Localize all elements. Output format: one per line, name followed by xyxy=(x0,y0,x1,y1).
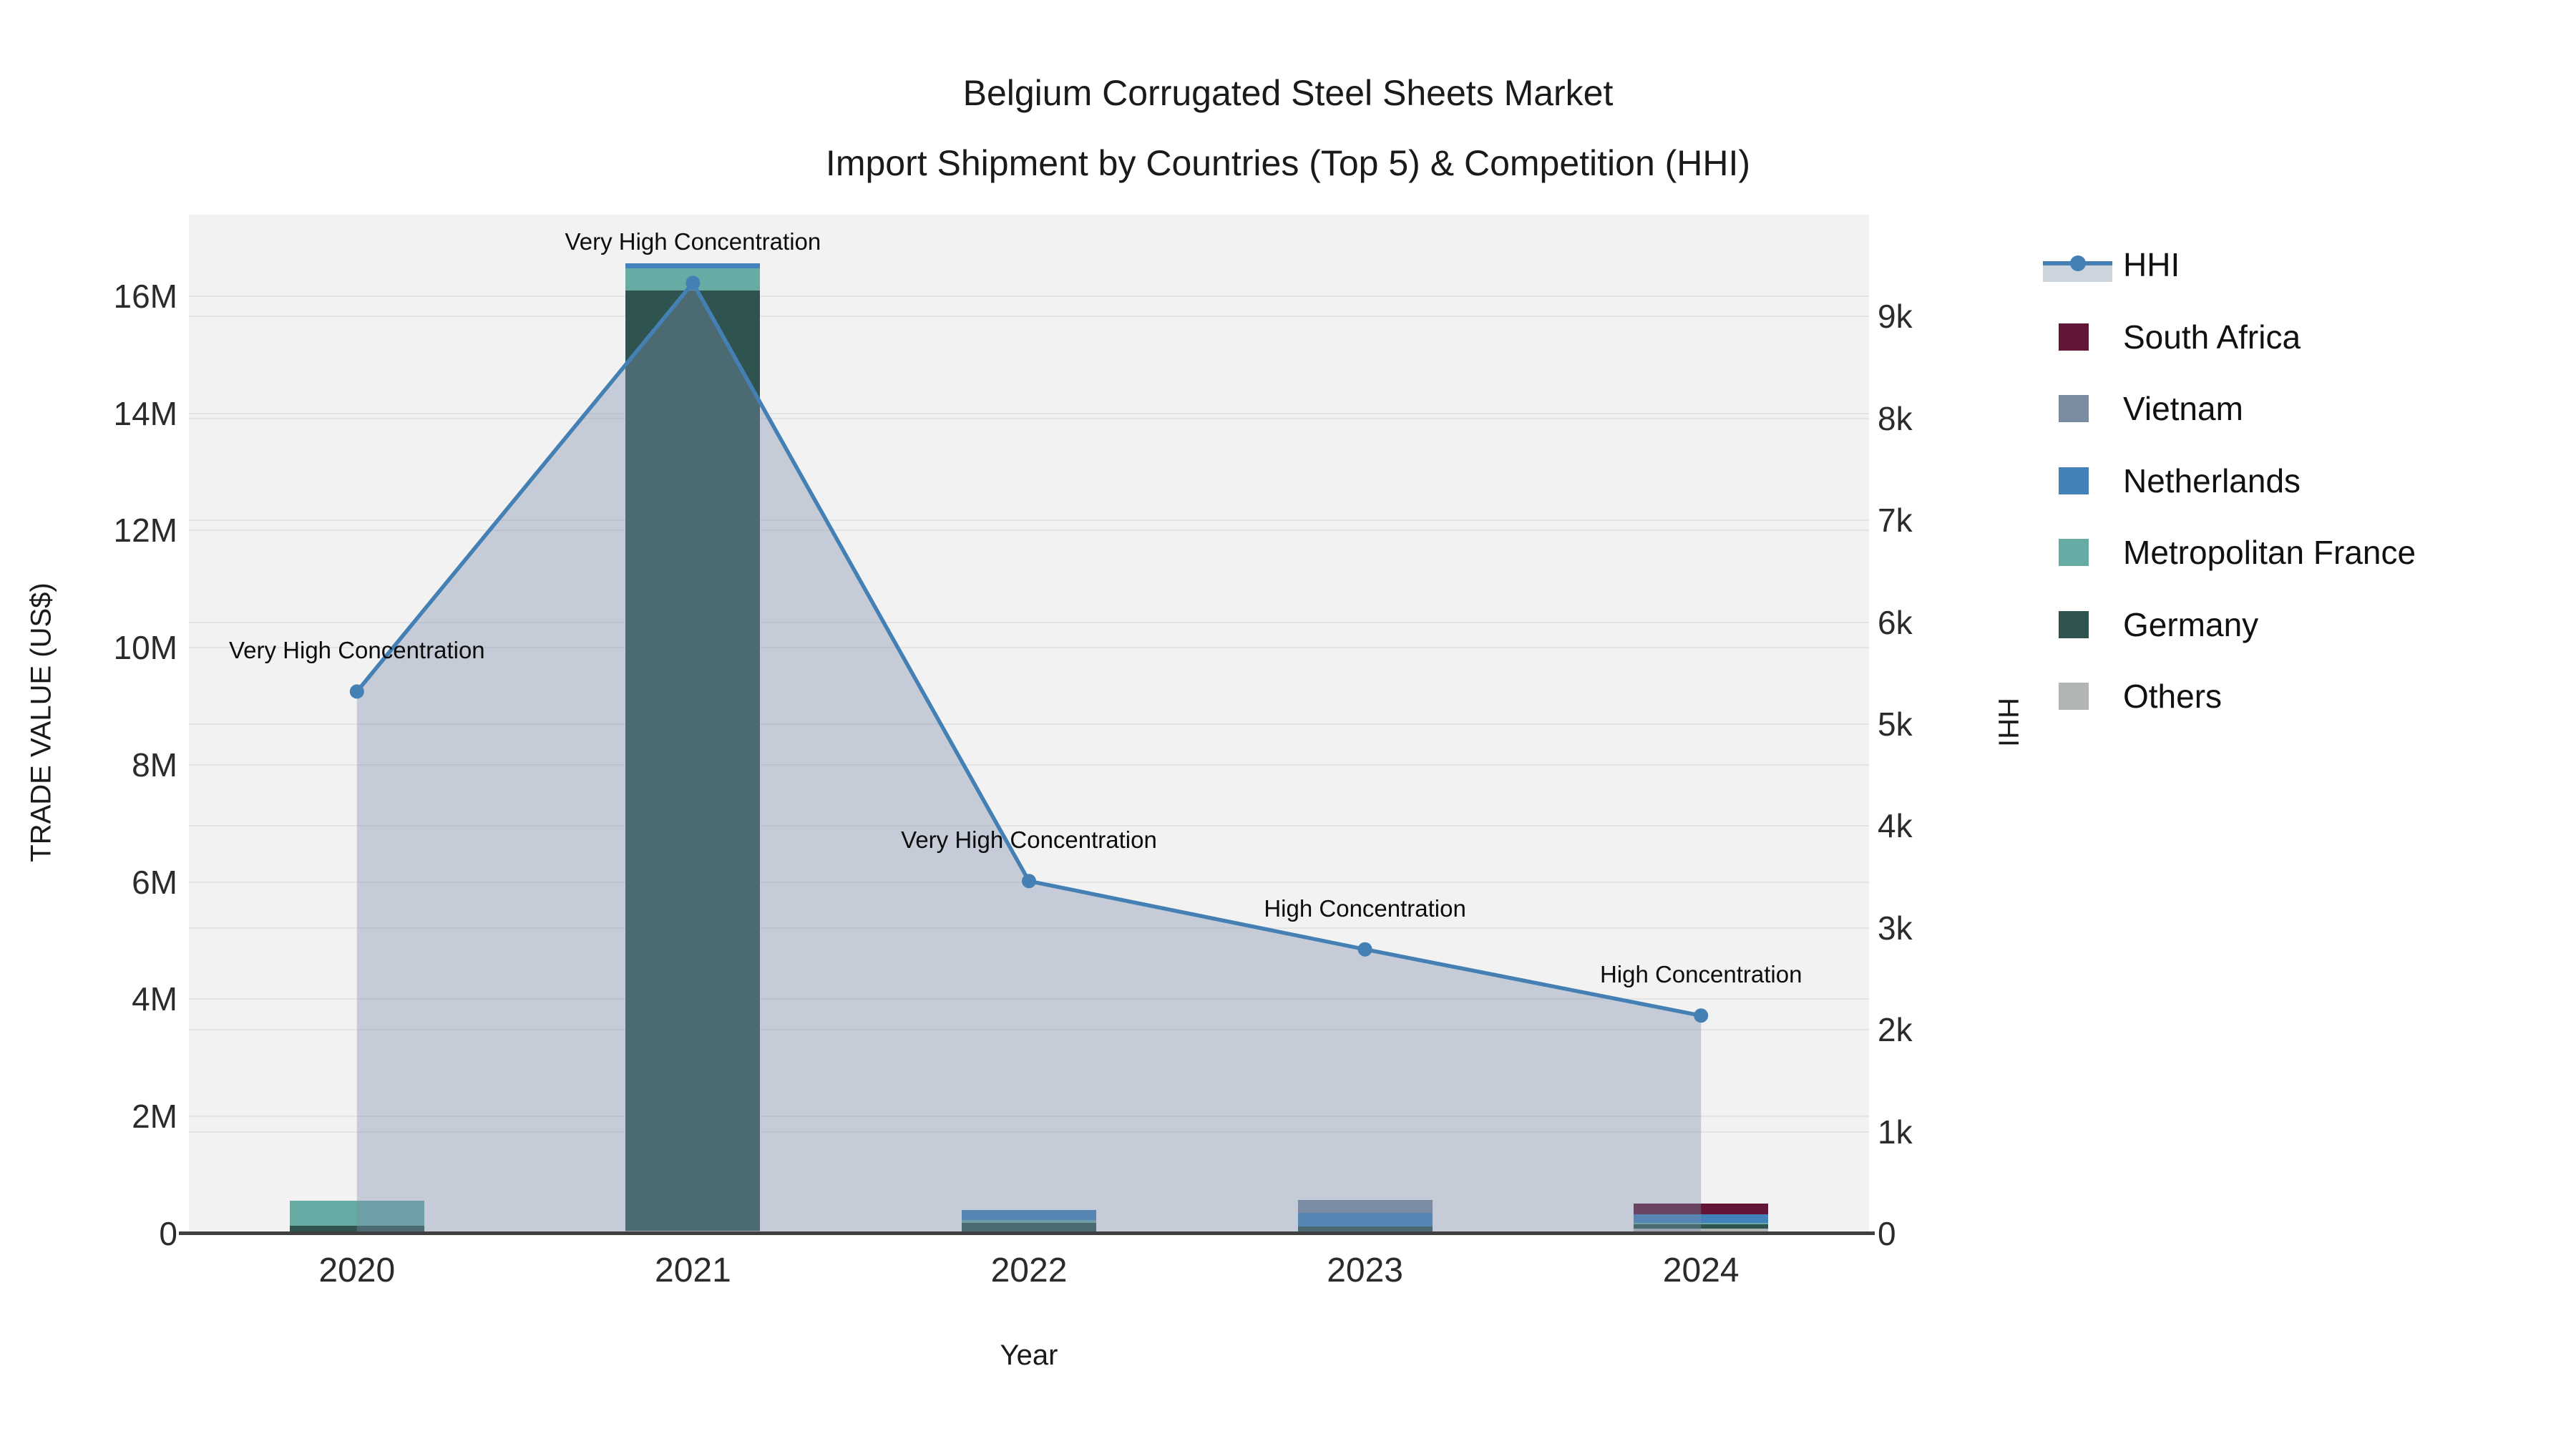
hhi-area-fill xyxy=(356,283,1702,1234)
bar-segment-germany-2021[interactable] xyxy=(625,290,761,1231)
right-axis-title: HHI xyxy=(1992,698,2024,747)
hhi-marker-2020[interactable] xyxy=(349,684,364,699)
legend-swatch-others xyxy=(2059,683,2089,710)
left-tick-label: 6M xyxy=(132,863,177,901)
annotation-2023: High Concentration xyxy=(1264,894,1466,922)
left-tick-label: 14M xyxy=(113,394,177,432)
legend-item-metropolitan-france[interactable]: Metropolitan France xyxy=(2039,517,2416,588)
legend-swatch-germany xyxy=(2059,610,2089,638)
gridline xyxy=(189,621,1869,623)
annotation-2024: High Concentration xyxy=(1599,961,1802,988)
left-tick-label: 10M xyxy=(113,629,177,667)
gridline xyxy=(189,295,1869,297)
x-tick-label-2022: 2022 xyxy=(990,1252,1068,1289)
left-tick-label: 8M xyxy=(132,746,177,784)
legend-item-germany[interactable]: Germany xyxy=(2039,589,2258,660)
x-tick-label-2023: 2023 xyxy=(1327,1252,1403,1289)
bar-segment-netherlands-2024[interactable] xyxy=(1634,1214,1769,1224)
legend-label: Germany xyxy=(2123,605,2259,643)
hhi-marker-2024[interactable] xyxy=(1694,1008,1709,1023)
gridline xyxy=(189,316,1869,318)
legend-item-south-africa[interactable]: South Africa xyxy=(2039,301,2301,373)
right-tick-label: 2k xyxy=(1878,1011,1913,1049)
annotation-2020: Very High Concentration xyxy=(228,637,485,664)
bar-segment-germany-2020[interactable] xyxy=(289,1226,424,1233)
gridline xyxy=(189,519,1869,522)
legend-label: South Africa xyxy=(2123,318,2301,356)
legend-swatch-south-africa xyxy=(2059,323,2089,351)
bar-segment-germany-2023[interactable] xyxy=(1297,1226,1433,1234)
annotation-2021: Very High Concentration xyxy=(565,228,821,255)
right-tick-label: 5k xyxy=(1878,706,1913,743)
legend-item-others[interactable]: Others xyxy=(2039,660,2222,732)
left-tick-label: 0 xyxy=(159,1215,177,1252)
bar-segment-netherlands-2022[interactable] xyxy=(962,1210,1096,1221)
left-axis-title: TRADE VALUE (US$) xyxy=(25,582,57,862)
gridline xyxy=(189,927,1869,929)
gridline xyxy=(189,998,1869,1000)
x-tick-label-2021: 2021 xyxy=(655,1252,731,1289)
legend-label: Others xyxy=(2123,678,2223,715)
bar-segment-others-2024[interactable] xyxy=(1634,1228,1769,1234)
x-axis-title: Year xyxy=(1000,1340,1058,1371)
hhi-legend-symbol xyxy=(2043,243,2112,286)
x-axis-line xyxy=(179,1231,1875,1235)
legend-swatch-netherlands xyxy=(2059,467,2089,494)
chart-title-line1: Belgium Corrugated Steel Sheets Market xyxy=(962,73,1614,113)
bar-segment-metropolitan-france-2020[interactable] xyxy=(289,1201,424,1226)
right-tick-label: 7k xyxy=(1878,502,1913,540)
gridline xyxy=(189,723,1869,725)
bar-segment-germany-2024[interactable] xyxy=(1634,1224,1769,1229)
gridline xyxy=(189,530,1869,532)
hhi-marker-2021[interactable] xyxy=(686,275,701,291)
legend-swatch-metropolitan-france xyxy=(2059,539,2089,566)
hhi-line-chart[interactable] xyxy=(189,215,1869,1234)
right-tick-label: 9k xyxy=(1878,298,1913,336)
chart-title-line2: Import Shipment by Countries (Top 5) & C… xyxy=(825,143,1751,183)
legend-item-vietnam[interactable]: Vietnam xyxy=(2039,373,2243,444)
right-tick-label: 3k xyxy=(1878,909,1913,947)
x-tick-label-2020: 2020 xyxy=(318,1252,396,1289)
bar-segment-germany-2022[interactable] xyxy=(962,1223,1096,1234)
gridline xyxy=(189,1131,1869,1133)
bar-segment-metropolitan-france-2022[interactable] xyxy=(962,1220,1096,1224)
legend-label: Netherlands xyxy=(2123,462,2301,499)
right-tick-label: 1k xyxy=(1878,1113,1913,1151)
left-tick-label: 2M xyxy=(132,1098,177,1136)
legend-item-hhi[interactable]: HHI xyxy=(2039,229,2180,301)
gridline xyxy=(189,417,1869,419)
plot-area: Very High Concentration Very High Concent… xyxy=(189,215,1869,1234)
gridline xyxy=(189,1029,1869,1031)
bar-segment-metropolitan-france-2024[interactable] xyxy=(1634,1223,1769,1224)
legend-label: HHI xyxy=(2123,246,2180,283)
bar-segment-netherlands-2023[interactable] xyxy=(1297,1213,1433,1227)
legend-label: Vietnam xyxy=(2123,390,2243,427)
x-tick-label-2024: 2024 xyxy=(1662,1252,1740,1289)
right-tick-label: 6k xyxy=(1878,603,1913,641)
right-tick-label: 4k xyxy=(1878,807,1913,845)
left-tick-label: 4M xyxy=(132,980,177,1018)
right-tick-label: 8k xyxy=(1878,399,1913,437)
left-tick-label: 16M xyxy=(113,277,177,315)
left-tick-label: 12M xyxy=(113,512,177,550)
gridline xyxy=(189,647,1869,649)
hhi-marker-2023[interactable] xyxy=(1357,942,1372,957)
right-tick-label: 0 xyxy=(1878,1215,1896,1252)
bar-segment-south-africa-2024[interactable] xyxy=(1634,1204,1769,1214)
annotation-2022: Very High Concentration xyxy=(901,826,1157,854)
bar-segment-netherlands-2021[interactable] xyxy=(625,263,761,268)
legend-swatch-vietnam xyxy=(2059,395,2089,422)
legend-item-netherlands[interactable]: Netherlands xyxy=(2039,445,2301,517)
bar-segment-vietnam-2023[interactable] xyxy=(1297,1200,1433,1214)
legend-label: Metropolitan France xyxy=(2123,534,2416,571)
gridline xyxy=(189,412,1869,414)
gridline xyxy=(189,825,1869,827)
hhi-legend-dot xyxy=(2070,255,2086,271)
gridline xyxy=(189,763,1869,766)
gridline xyxy=(189,1116,1869,1118)
hhi-marker-2022[interactable] xyxy=(1022,874,1036,889)
